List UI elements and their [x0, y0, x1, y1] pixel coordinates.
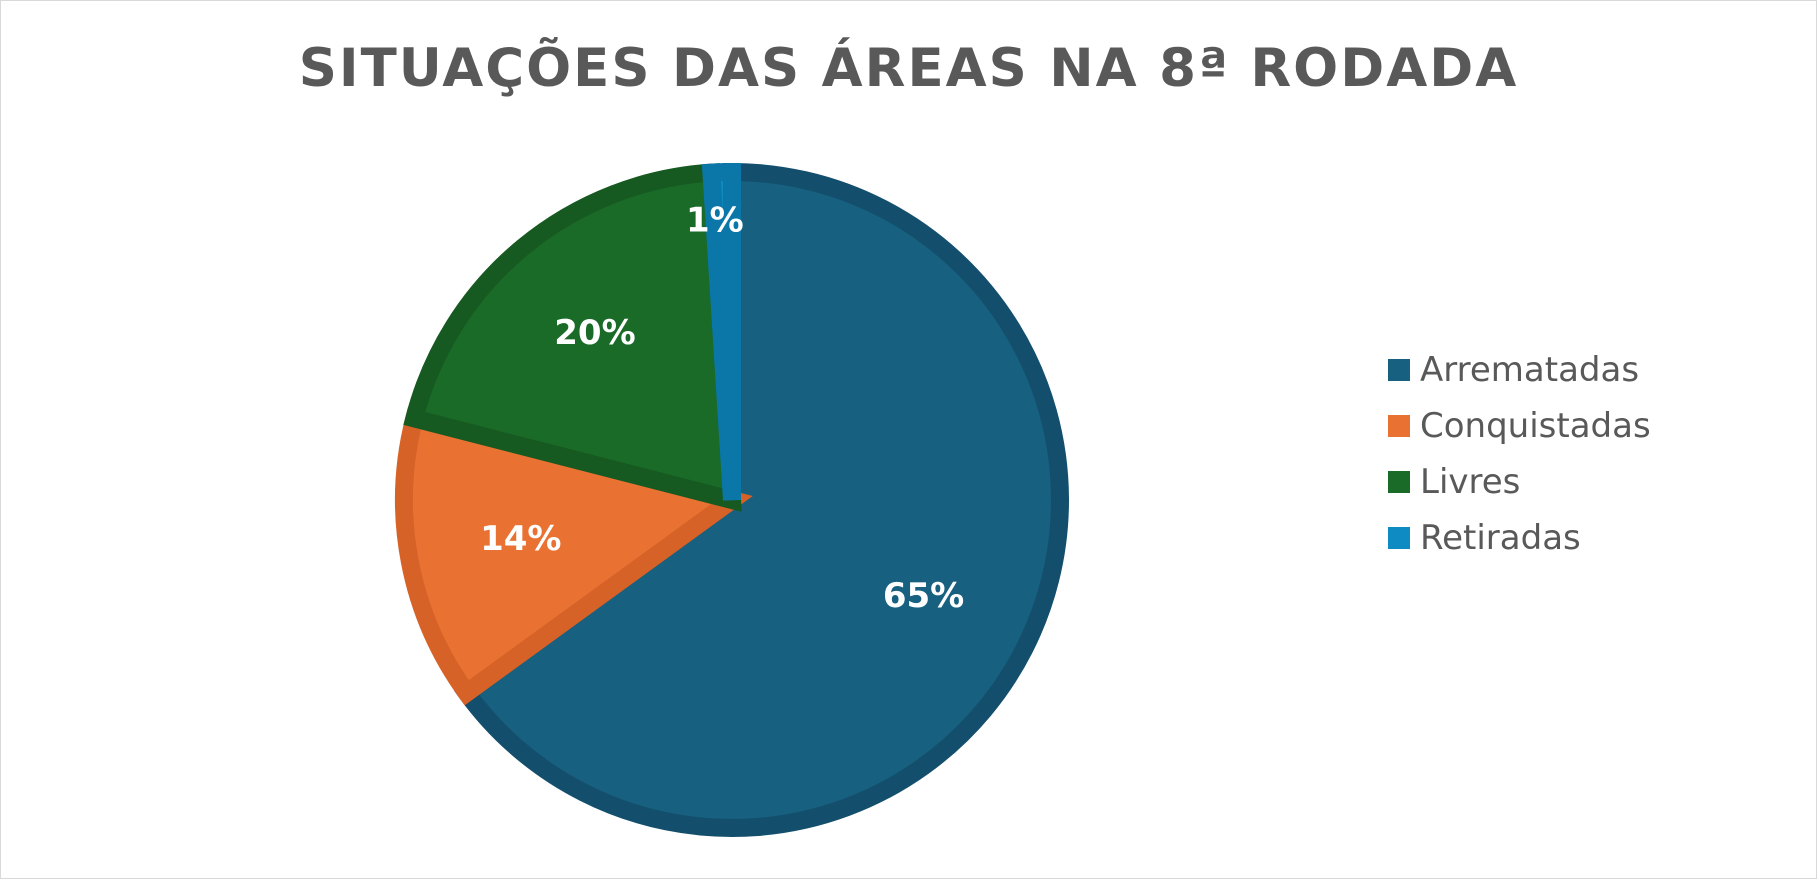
- legend-item-retiradas: Retiradas: [1388, 510, 1651, 566]
- chart-legend: Arrematadas Conquistadas Livres Retirada…: [1388, 342, 1651, 566]
- legend-swatch: [1388, 527, 1410, 549]
- pie-slice-arrematadas: [454, 162, 1069, 837]
- data-label-arrematadas: 65%: [883, 576, 964, 616]
- data-label-livres: 20%: [554, 313, 635, 353]
- legend-swatch: [1388, 359, 1410, 381]
- pie-slice-livres: [403, 163, 742, 512]
- legend-label: Conquistadas: [1420, 406, 1651, 446]
- legend-swatch: [1388, 415, 1410, 437]
- chart-title: SITUAÇÕES DAS ÁREAS NA 8ª RODADA: [298, 38, 1519, 99]
- legend-item-arrematadas: Arrematadas: [1388, 342, 1651, 398]
- data-label-conquistadas: 14%: [480, 519, 561, 559]
- legend-item-conquistadas: Conquistadas: [1388, 398, 1651, 454]
- pie-slice-retiradas: [701, 162, 741, 501]
- legend-item-livres: Livres: [1388, 454, 1651, 510]
- legend-label: Retiradas: [1420, 518, 1581, 558]
- data-label-retiradas: 1%: [686, 201, 744, 241]
- legend-swatch: [1388, 471, 1410, 493]
- legend-label: Arrematadas: [1420, 350, 1640, 390]
- legend-label: Livres: [1420, 462, 1521, 502]
